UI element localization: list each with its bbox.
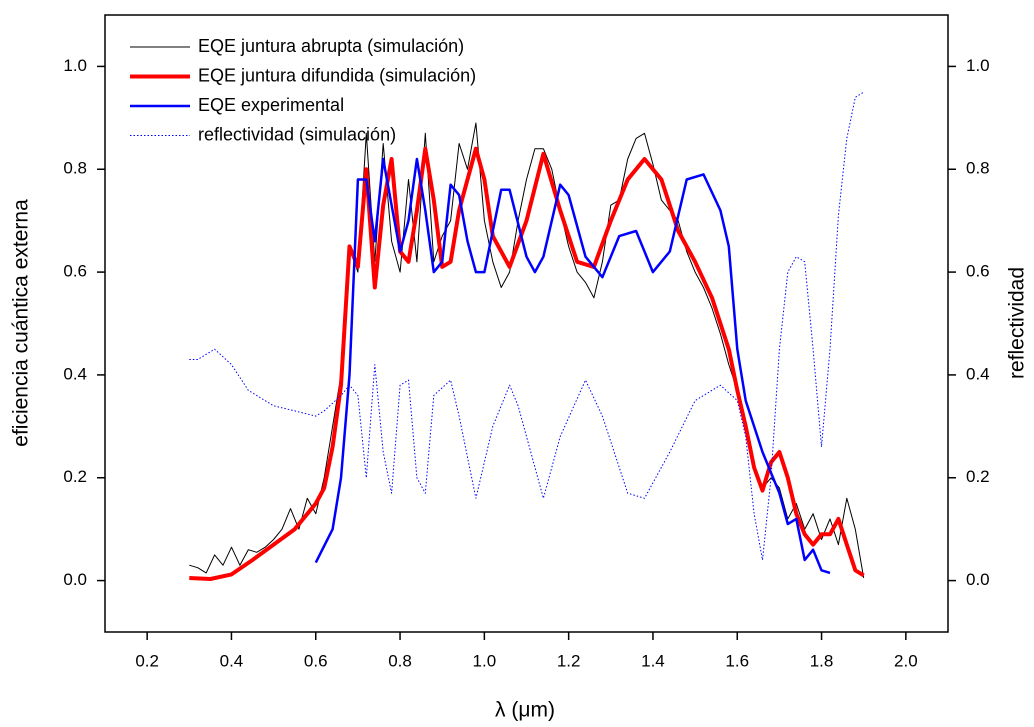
y2-tick-label: 0.6 (966, 262, 990, 281)
y-tick-label: 0.0 (63, 570, 87, 589)
series-line (189, 146, 865, 581)
y2-tick-label: 0.2 (966, 467, 990, 486)
x-tick-label: 0.4 (220, 651, 244, 670)
y2-axis-label: reflectividad (1006, 267, 1029, 379)
x-tick-label: 1.2 (557, 651, 581, 670)
x-tick-label: 1.0 (473, 651, 497, 670)
series-line (189, 91, 864, 561)
y-tick-label: 0.2 (63, 467, 87, 486)
y2-tick-label: 0.8 (966, 159, 990, 178)
x-tick-label: 1.4 (641, 651, 665, 670)
y2-tick-label: 0.4 (966, 364, 990, 383)
x-tick-label: 1.8 (810, 651, 834, 670)
series-line (314, 157, 831, 575)
legend-label: EQE experimental (198, 95, 344, 115)
legend-label: reflectividad (simulación) (198, 124, 396, 144)
y-tick-label: 1.0 (63, 56, 87, 75)
x-tick-label: 2.0 (894, 651, 918, 670)
y2-tick-label: 1.0 (966, 56, 990, 75)
x-tick-label: 1.6 (725, 651, 749, 670)
y-axis-label: eficiencia cuántica externa (10, 199, 33, 447)
x-tick-label: 0.6 (304, 651, 328, 670)
plot-frame (104, 14, 949, 633)
x-tick-label: 0.2 (135, 651, 159, 670)
x-axis-label: λ (μm) (495, 699, 555, 722)
y2-tick-label: 0.0 (966, 570, 990, 589)
x-tick-label: 0.8 (388, 651, 412, 670)
legend-label: EQE juntura abrupta (simulación) (198, 36, 464, 56)
y-tick-label: 0.8 (63, 159, 87, 178)
legend-label: EQE juntura difundida (simulación) (198, 65, 476, 85)
y-tick-label: 0.4 (63, 364, 87, 383)
series-line (189, 122, 865, 579)
y-tick-label: 0.6 (63, 262, 87, 281)
